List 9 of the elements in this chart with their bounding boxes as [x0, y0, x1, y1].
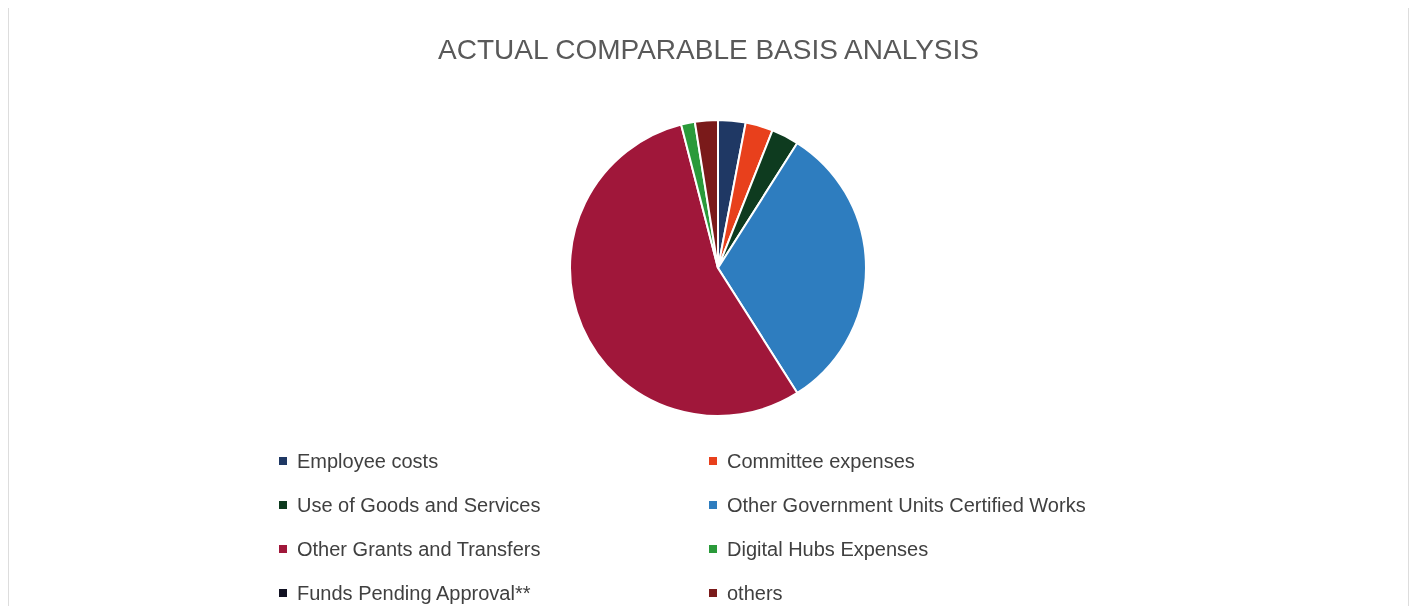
legend-label: others — [727, 581, 783, 605]
legend-label: Other Grants and Transfers — [297, 537, 541, 561]
legend-label: Use of Goods and Services — [297, 493, 541, 517]
legend-label: Other Government Units Certified Works — [727, 493, 1086, 517]
legend-label: Digital Hubs Expenses — [727, 537, 929, 561]
chart-title: ACTUAL COMPARABLE BASIS ANALYSIS — [437, 34, 980, 66]
legend-label: Committee expenses — [727, 449, 915, 473]
legend-label: Employee costs — [297, 449, 439, 473]
legend-label: Funds Pending Approval** — [297, 581, 531, 605]
